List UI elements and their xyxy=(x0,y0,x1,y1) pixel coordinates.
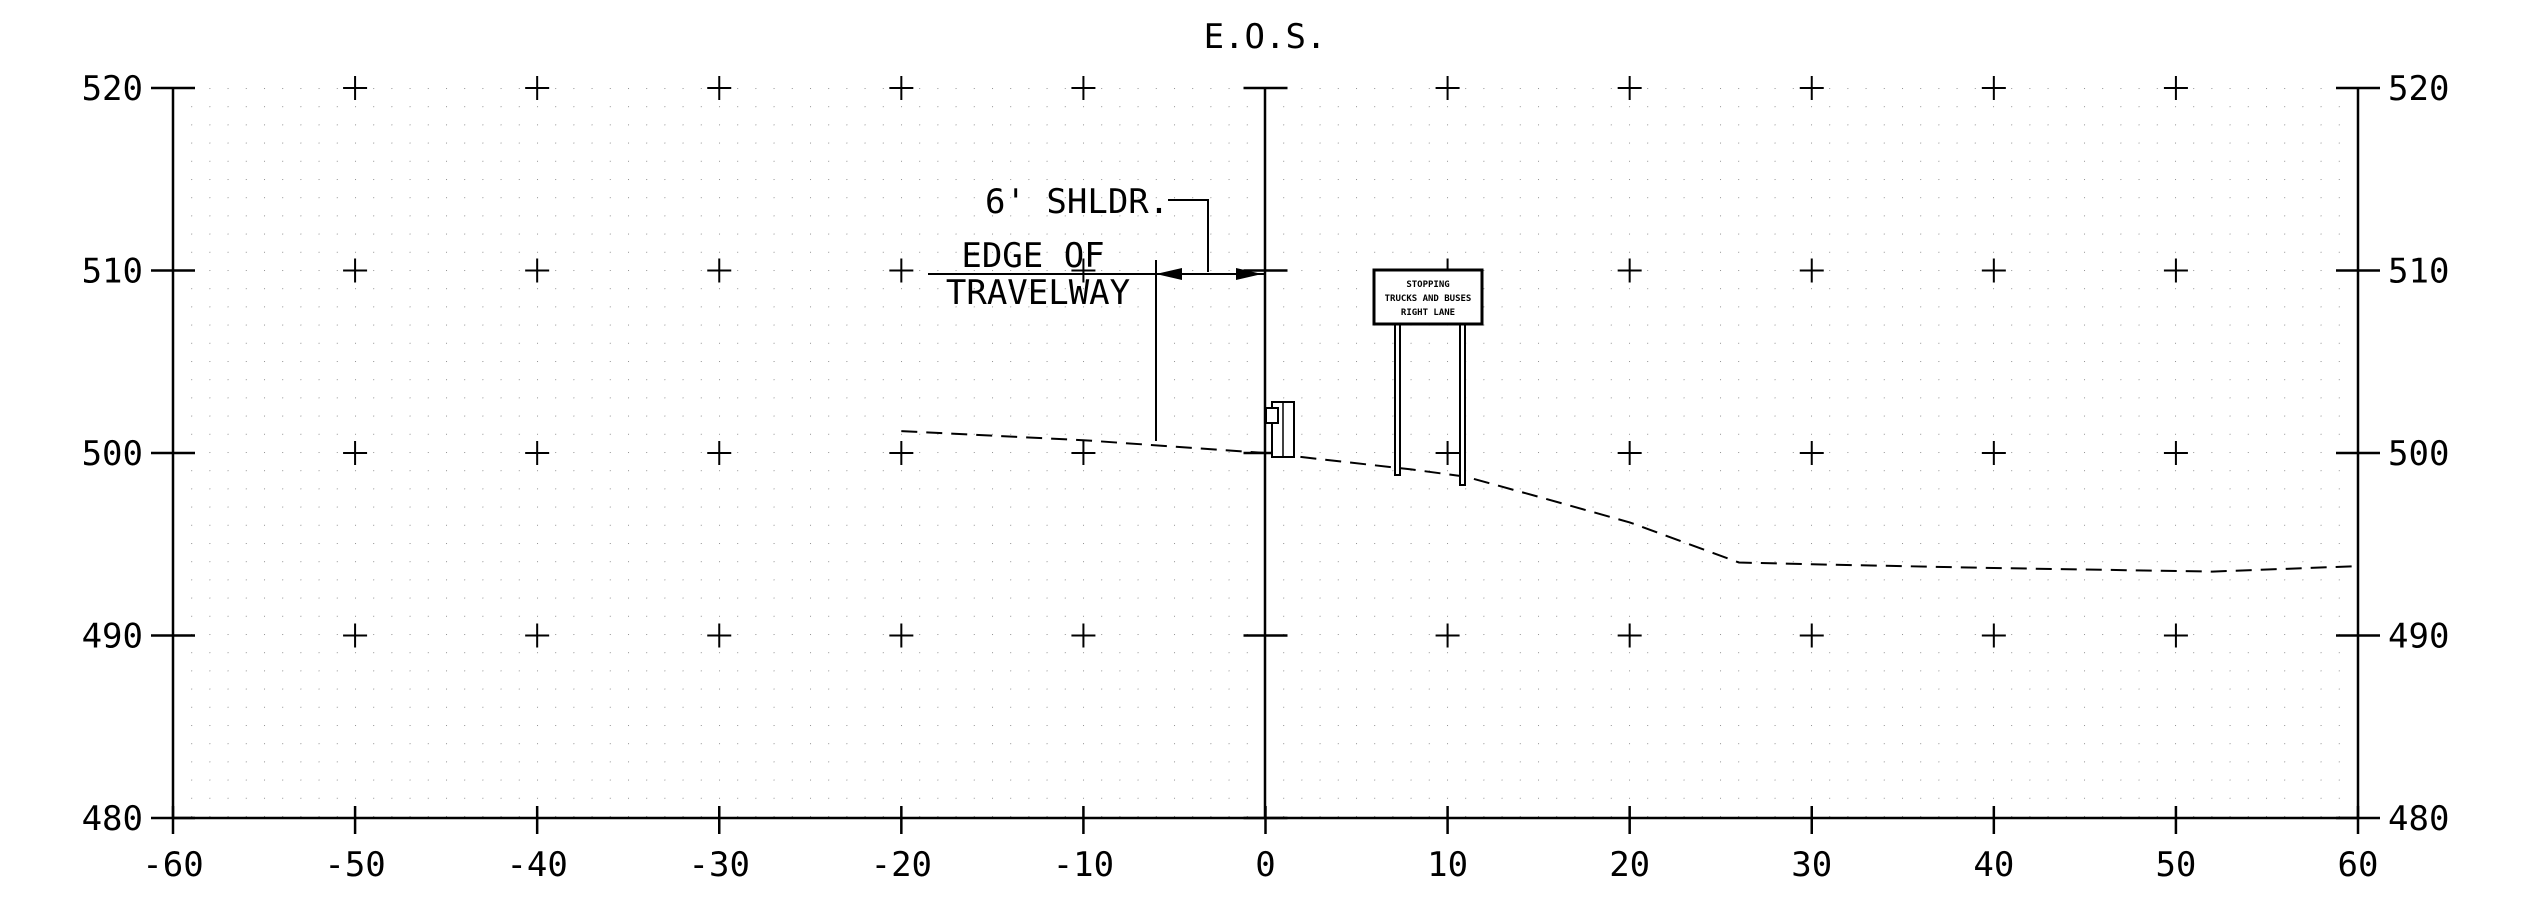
x-tick-label: -30 xyxy=(689,845,750,885)
y-tick-label-right: 480 xyxy=(2388,799,2449,839)
x-tick-label: 30 xyxy=(1791,845,1832,885)
grid-cross xyxy=(2163,623,2188,648)
grid-cross xyxy=(889,623,914,648)
x-tick-label: -20 xyxy=(871,845,932,885)
grid-cross xyxy=(2163,441,2188,465)
sign-post-left xyxy=(1394,319,1401,476)
grid-cross xyxy=(343,76,368,100)
shoulder-leader-line xyxy=(1168,199,1209,272)
axis-ticks xyxy=(151,86,2380,834)
barrier-object xyxy=(1265,401,1295,458)
ground-profile-line xyxy=(901,430,2359,573)
x-tick-label: 0 xyxy=(1255,845,1275,885)
grid-cross xyxy=(1799,623,1824,648)
y-tick-label-left: 490 xyxy=(82,617,143,657)
shoulder-callout: 6' SHLDR. EDGE OF TRAVELWAY xyxy=(928,182,1265,441)
grid-cross xyxy=(1435,441,1460,465)
grid-cross xyxy=(707,441,732,465)
y-tick-label-right: 490 xyxy=(2388,617,2449,657)
grid-cross xyxy=(2163,76,2188,100)
grid-cross xyxy=(1071,441,1096,465)
edge-label-line2: TRAVELWAY xyxy=(946,273,1130,313)
edge-label-line1: EDGE OF xyxy=(961,236,1104,276)
y-tick-label-right: 500 xyxy=(2388,434,2449,474)
x-tick-labels: -60 -50 -40 -30 -20 -10 0 10 20 30 40 50… xyxy=(142,845,2378,885)
grid-cross xyxy=(1071,623,1096,648)
shoulder-label: 6' SHLDR. xyxy=(985,182,1169,222)
grid-cross xyxy=(525,258,550,283)
x-tick-label: -60 xyxy=(142,845,203,885)
grid-cross xyxy=(1617,76,1642,100)
grid-cross xyxy=(1799,258,1824,283)
x-tick-label: -50 xyxy=(324,845,385,885)
dimension-arrow-right xyxy=(1236,268,1262,280)
grid-cross xyxy=(1617,258,1642,283)
x-tick-label: -40 xyxy=(506,845,567,885)
grid-cross xyxy=(707,623,732,648)
grid-cross xyxy=(343,258,368,283)
x-tick-label: 50 xyxy=(2155,845,2196,885)
x-tick-label: 10 xyxy=(1427,845,1468,885)
grid-cross xyxy=(1617,623,1642,648)
y-tick-label-left: 510 xyxy=(82,252,143,292)
sign-post-right xyxy=(1459,319,1466,486)
x-tick-label: 60 xyxy=(2338,845,2379,885)
x-tick-label: 40 xyxy=(1973,845,2014,885)
grid-cross xyxy=(1617,441,1642,465)
grid-cross xyxy=(707,258,732,283)
grid-cross xyxy=(1981,258,2006,283)
y-tick-label-left: 480 xyxy=(82,799,143,839)
grid-cross xyxy=(2163,258,2188,283)
y-tick-labels-left: 520 510 500 490 480 xyxy=(82,69,143,839)
sign-text-line1: STOPPING xyxy=(1406,280,1449,290)
grid-cross xyxy=(1435,76,1460,100)
grid-cross xyxy=(889,441,914,465)
grid-cross xyxy=(343,441,368,465)
grid-cross xyxy=(1799,441,1824,465)
y-tick-label-right: 510 xyxy=(2388,252,2449,292)
sign-panel xyxy=(1372,268,1484,326)
grid-cross xyxy=(525,441,550,465)
grid-crosses xyxy=(343,76,2188,648)
sign-text-line2: TRUCKS AND BUSES xyxy=(1385,294,1472,304)
overhead-sign: STOPPING TRUCKS AND BUSES RIGHT LANE xyxy=(1372,268,1484,486)
grid-cross xyxy=(343,623,368,648)
grid-cross xyxy=(1071,258,1096,283)
grid-cross xyxy=(1799,76,1824,100)
x-tick-label: -10 xyxy=(1053,845,1114,885)
grid-cross xyxy=(1981,76,2006,100)
barrier-cap xyxy=(1265,407,1279,424)
grid-cross xyxy=(1071,76,1096,100)
dimension-arrow-left xyxy=(1156,268,1182,280)
grid-cross xyxy=(889,258,914,283)
y-tick-labels-right: 520 510 500 490 480 xyxy=(2388,69,2449,839)
grid-cross xyxy=(889,76,914,100)
y-tick-label-right: 520 xyxy=(2388,69,2449,109)
grid-cross xyxy=(525,76,550,100)
y-tick-label-left: 520 xyxy=(82,69,143,109)
grid-cross xyxy=(1435,623,1460,648)
diagram-title: E.O.S. xyxy=(1204,17,1327,57)
y-tick-label-left: 500 xyxy=(82,434,143,474)
grid-cross xyxy=(1981,441,2006,465)
x-tick-label: 20 xyxy=(1609,845,1650,885)
grid-cross xyxy=(1981,623,2006,648)
grid-cross xyxy=(525,623,550,648)
grid-cross xyxy=(707,76,732,100)
sign-text-line3: RIGHT LANE xyxy=(1401,308,1455,318)
